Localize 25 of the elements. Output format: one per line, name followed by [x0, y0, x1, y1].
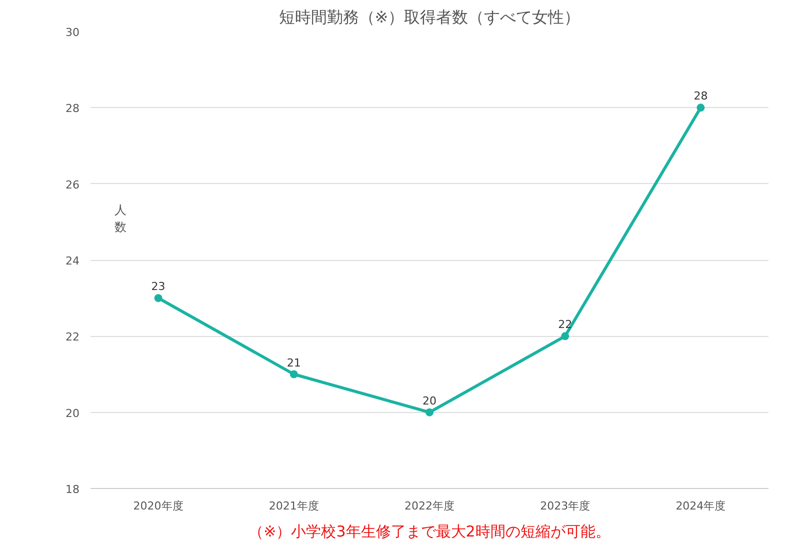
chart-title: 短時間勤務（※）取得者数（すべて女性）	[278, 8, 580, 26]
text: （※）小学校3年生修了まで最大2時間の短縮が可能。	[248, 522, 610, 540]
data-label: 20	[422, 394, 436, 408]
point	[561, 332, 570, 340]
y-tick-label: 18	[66, 483, 80, 496]
data-label: 21	[286, 356, 301, 370]
y-tick-label: 28	[66, 102, 80, 116]
y-tick-label: 30	[66, 26, 80, 39]
y-tick-label: 22	[66, 330, 80, 344]
x-tick-label: 2024年度	[676, 500, 726, 512]
data-label: 22	[558, 318, 572, 332]
y-tick-label: 26	[66, 178, 80, 192]
y-axis-title: 人数	[114, 203, 126, 234]
y-tick-label: 24	[66, 254, 80, 268]
point	[290, 370, 298, 378]
data-label: 23	[151, 280, 166, 294]
point	[696, 104, 705, 112]
data-label: 28	[694, 90, 708, 103]
x-tick-label: 2021年度	[268, 500, 319, 512]
y-tick-label: 20	[66, 406, 80, 420]
x-tick-label: 2020年度	[133, 500, 184, 512]
point	[154, 294, 162, 302]
x-tick-label: 2022年度	[404, 500, 455, 512]
x-tick-label: 2023年度	[540, 500, 590, 512]
point	[426, 408, 434, 416]
